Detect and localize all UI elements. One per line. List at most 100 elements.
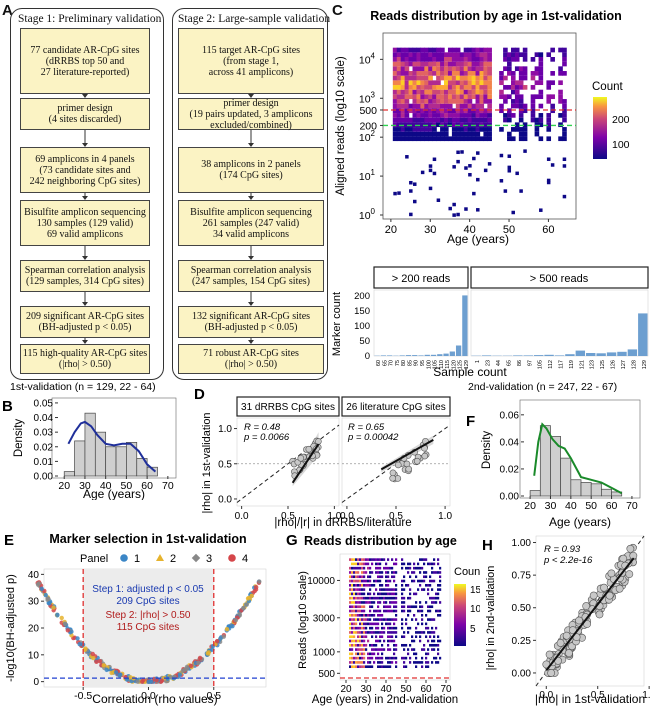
heat-cell bbox=[435, 596, 438, 600]
heat-cell bbox=[416, 127, 422, 132]
heat-cell bbox=[463, 117, 469, 123]
panel-b-xlabel: Age (years) bbox=[83, 487, 145, 500]
heat-cell bbox=[479, 117, 485, 123]
heat-cell bbox=[379, 584, 382, 587]
heat-cell bbox=[389, 596, 392, 600]
heat-cell bbox=[367, 613, 370, 617]
heat-cell bbox=[353, 661, 356, 664]
heat-cell bbox=[392, 122, 398, 128]
heat-cell bbox=[429, 579, 432, 583]
heat-cell bbox=[459, 117, 465, 123]
heat-cell bbox=[455, 85, 461, 90]
heat-cell bbox=[428, 103, 433, 109]
hist-bar bbox=[529, 490, 541, 497]
heat-cell bbox=[351, 588, 354, 591]
heat-cell bbox=[467, 99, 473, 104]
heat-cell bbox=[357, 601, 360, 604]
hist-bar bbox=[611, 491, 623, 497]
heat-cell bbox=[436, 85, 441, 90]
heat-cell bbox=[409, 661, 412, 664]
heat-cell bbox=[357, 648, 360, 651]
heat-cell bbox=[401, 579, 404, 583]
ytick-label: 0.00 bbox=[512, 668, 532, 679]
heat-cell bbox=[400, 103, 406, 109]
heat-cell bbox=[396, 71, 402, 76]
heat-cell bbox=[562, 131, 567, 137]
heat-cell bbox=[514, 122, 520, 128]
volcano-point bbox=[148, 679, 154, 684]
heat-cell bbox=[407, 609, 410, 613]
heat-cell bbox=[437, 648, 440, 651]
heat-cell bbox=[451, 122, 457, 128]
heat-cell bbox=[371, 601, 374, 604]
heat-cell bbox=[369, 584, 372, 587]
heat-cell bbox=[518, 103, 524, 109]
heat-cell bbox=[412, 117, 418, 123]
heat-cell bbox=[499, 89, 504, 95]
heat-cell bbox=[530, 75, 536, 81]
heat-cell bbox=[381, 558, 384, 561]
heat-cell bbox=[420, 94, 425, 100]
heat-cell bbox=[401, 622, 404, 626]
heat-cell bbox=[365, 622, 368, 626]
heat-cell bbox=[361, 566, 364, 570]
heat-cell bbox=[353, 622, 356, 626]
heat-cell bbox=[429, 643, 432, 647]
heat-cell bbox=[416, 131, 422, 137]
heat-cell bbox=[451, 136, 457, 142]
heat-cell bbox=[428, 89, 433, 95]
heat-cell bbox=[475, 108, 481, 114]
heat-cell bbox=[365, 665, 368, 668]
heat-cell bbox=[383, 665, 386, 668]
bar bbox=[533, 355, 544, 356]
heat-cell bbox=[403, 631, 406, 634]
heat-cell bbox=[387, 618, 390, 621]
heat-cell bbox=[546, 80, 552, 86]
heat-cell bbox=[425, 601, 428, 604]
heat-cell bbox=[436, 57, 441, 62]
heat-cell bbox=[427, 588, 430, 591]
heat-cell bbox=[353, 626, 356, 630]
heat-cell bbox=[357, 592, 360, 596]
heat-cell-sparse bbox=[507, 169, 512, 173]
heat-cell bbox=[359, 626, 362, 630]
heat-cell bbox=[424, 66, 429, 72]
heat-cell bbox=[415, 601, 418, 604]
heat-cell bbox=[404, 47, 410, 53]
heat-cell bbox=[425, 571, 428, 574]
heat-cell bbox=[483, 117, 489, 123]
heat-cell bbox=[395, 665, 398, 668]
heat-cell bbox=[475, 85, 481, 90]
bar-xtick-label: 95 bbox=[420, 360, 426, 366]
heat-cell bbox=[419, 558, 422, 561]
heat-cell bbox=[393, 596, 396, 600]
heat-cell bbox=[407, 648, 410, 651]
heat-cell bbox=[357, 609, 360, 613]
heat-cell bbox=[353, 575, 356, 579]
bar-xtick-label: 80 bbox=[401, 360, 407, 366]
heat-cell bbox=[420, 89, 425, 95]
heat-cell bbox=[381, 596, 384, 600]
heat-cell bbox=[361, 648, 364, 651]
heat-cell bbox=[373, 661, 376, 664]
facet-strip-500 bbox=[470, 266, 649, 289]
heat-cell bbox=[558, 122, 563, 128]
heat-cell bbox=[546, 136, 552, 142]
heat-cell bbox=[431, 648, 434, 651]
flow-arrowhead bbox=[248, 143, 254, 147]
heat-cell bbox=[357, 635, 360, 639]
heat-cell bbox=[392, 113, 398, 118]
heat-cell bbox=[507, 57, 512, 62]
panel-d-xlabel: |rho|/|r| in dRRBS/literature bbox=[274, 517, 411, 529]
heat-cell-sparse bbox=[452, 165, 456, 169]
heat-cell bbox=[369, 579, 372, 583]
heat-cell bbox=[417, 588, 420, 591]
heat-cell bbox=[412, 80, 418, 86]
heat-cell bbox=[405, 656, 408, 660]
heat-cell bbox=[514, 47, 520, 53]
heat-cell bbox=[447, 61, 453, 67]
heat-cell bbox=[393, 571, 396, 574]
heat-cell bbox=[393, 609, 396, 613]
panel-d-marks bbox=[236, 424, 451, 503]
heat-cell bbox=[463, 66, 469, 72]
